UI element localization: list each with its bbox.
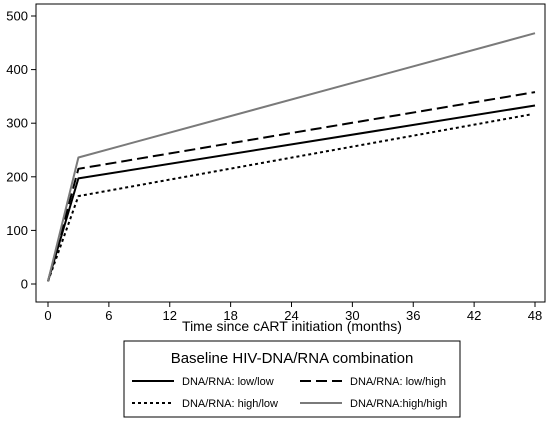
legend-label: DNA/RNA:high/high xyxy=(350,398,447,410)
y-tick-label: 100 xyxy=(6,223,28,238)
x-tick-label: 0 xyxy=(44,308,51,323)
x-axis-title: Time since cART initiation (months) xyxy=(182,318,402,334)
x-tick-label: 48 xyxy=(528,308,542,323)
x-axis: 0 6 12 18 24 30 36 42 48 xyxy=(44,302,542,323)
y-tick-label: 300 xyxy=(6,116,28,131)
y-tick-label: 200 xyxy=(6,169,28,184)
series-lines xyxy=(47,32,536,282)
y-tick-label: 0 xyxy=(21,277,28,292)
legend-items: DNA/RNA: low/low DNA/RNA: low/high DNA/RNA… xyxy=(132,376,447,410)
x-tick-label: 6 xyxy=(105,308,112,323)
y-tick-label: 500 xyxy=(6,9,28,24)
series-line-3 xyxy=(47,113,531,282)
x-tick-label: 30 xyxy=(345,308,359,323)
series-line-4 xyxy=(47,32,536,282)
legend: Baseline HIV-DNA/RNA combination DNA/RNA… xyxy=(123,340,461,418)
legend-label: DNA/RNA: low/low xyxy=(182,376,274,388)
y-axis: 0 100 200 300 400 500 xyxy=(6,9,36,292)
legend-box xyxy=(123,340,461,418)
plot-frame xyxy=(35,3,546,303)
x-tick-label: 24 xyxy=(284,308,298,323)
x-tick-label: 12 xyxy=(163,308,177,323)
x-tick-label: 18 xyxy=(223,308,237,323)
legend-label: DNA/RNA: high/low xyxy=(182,398,278,410)
legend-label: DNA/RNA: low/high xyxy=(350,376,446,388)
y-tick-label: 400 xyxy=(6,62,28,77)
x-tick-label: 42 xyxy=(467,308,481,323)
legend-title: Baseline HIV-DNA/RNA combination xyxy=(171,350,414,367)
x-tick-label: 36 xyxy=(406,308,420,323)
series-line-2 xyxy=(47,91,536,282)
series-line-1 xyxy=(47,104,536,282)
